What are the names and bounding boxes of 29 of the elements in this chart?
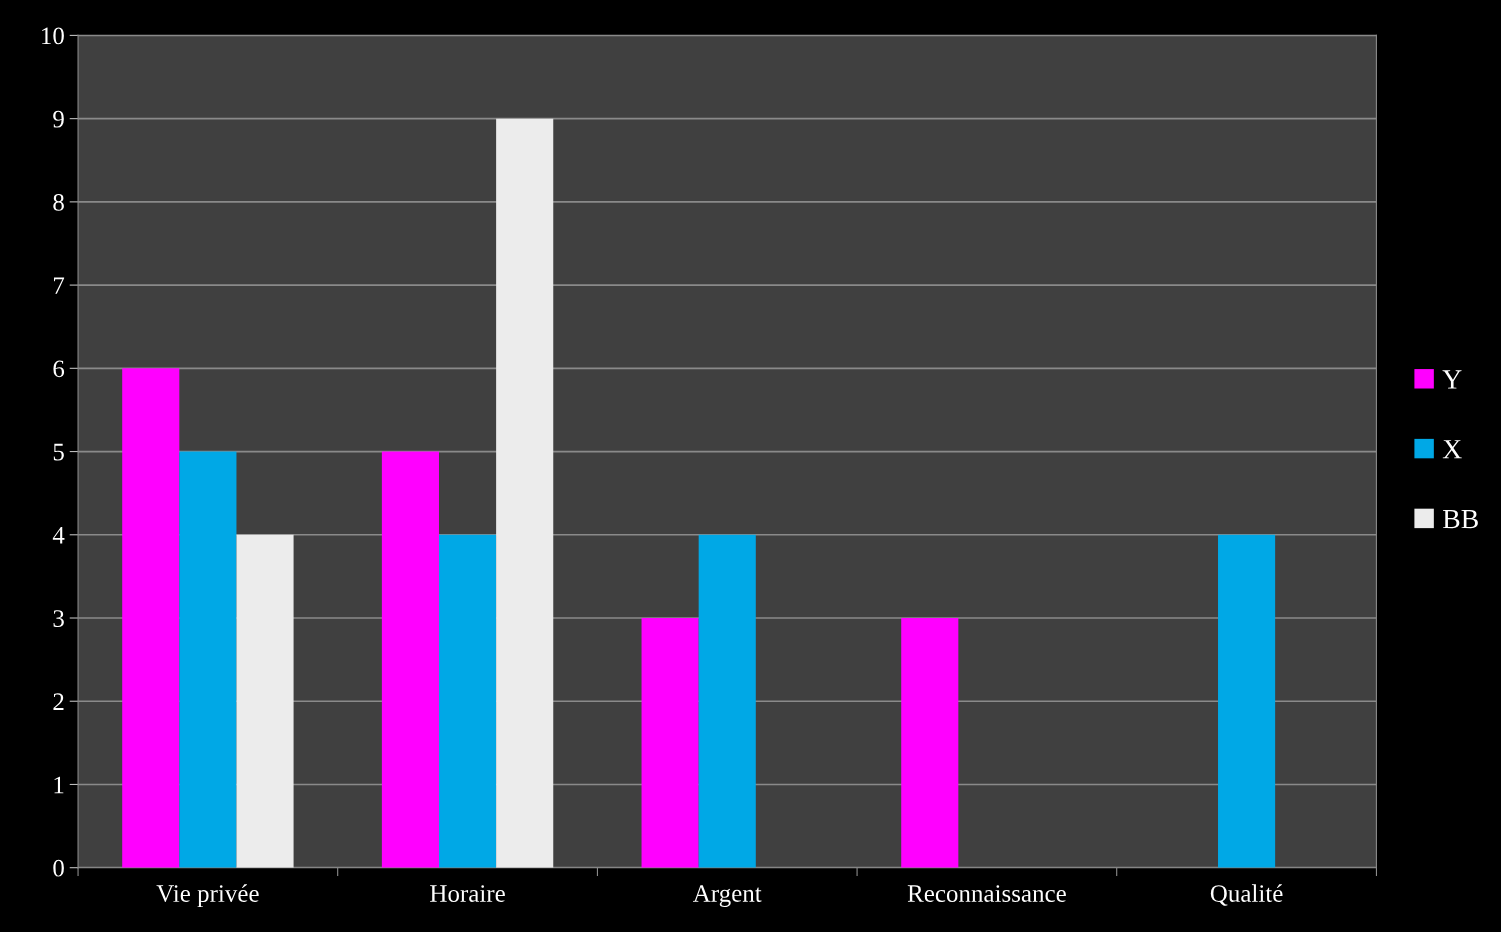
x-tick-label: Reconnaissance <box>907 885 1066 902</box>
bar <box>698 534 756 868</box>
y-tick-label: 3 <box>53 610 64 627</box>
y-tick-label: 1 <box>54 776 64 794</box>
bar <box>381 451 439 868</box>
x-tick-label: Vie privée <box>156 884 259 908</box>
y-tick-label: 9 <box>53 110 64 128</box>
bar <box>901 618 959 868</box>
y-tick-label: 4 <box>52 527 65 544</box>
legend-label: BB <box>1442 509 1478 529</box>
y-tick-label: 7 <box>54 277 65 294</box>
y-tick-label: 8 <box>53 193 64 211</box>
x-tick-label: Argent <box>692 885 762 908</box>
bar <box>122 368 180 868</box>
y-tick-label: 6 <box>53 360 65 378</box>
bar <box>179 451 237 868</box>
legend-label: X <box>1442 440 1462 459</box>
y-tick-label: 0 <box>53 859 64 877</box>
x-tick-label: Qualité <box>1210 884 1283 906</box>
y-tick-label: 5 <box>53 443 64 461</box>
bar <box>1218 534 1276 868</box>
y-tick-label: 10 <box>42 27 64 45</box>
legend-label: Y <box>1442 370 1462 389</box>
bar <box>641 618 699 868</box>
y-tick-label: 2 <box>53 693 64 710</box>
bar <box>236 534 294 868</box>
bar <box>496 118 554 868</box>
bar <box>439 534 497 868</box>
x-tick-label: Horaire <box>430 885 505 902</box>
